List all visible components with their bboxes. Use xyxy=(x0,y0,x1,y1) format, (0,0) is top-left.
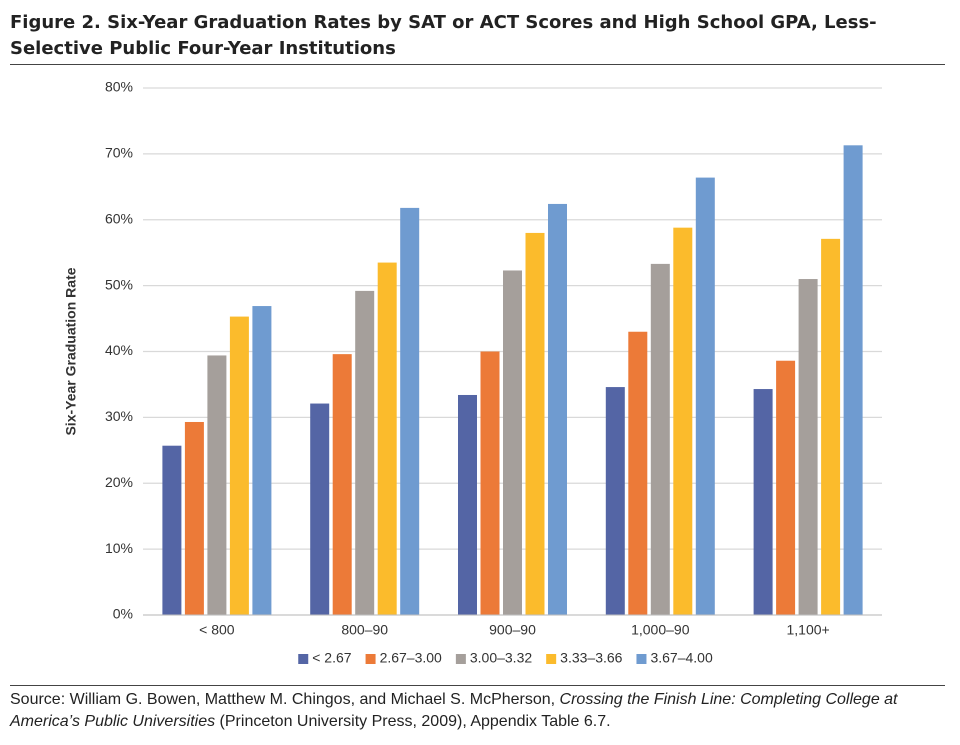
bar xyxy=(229,316,249,615)
y-tick-label: 0% xyxy=(113,606,133,622)
y-tick-label: 60% xyxy=(105,210,133,226)
bar xyxy=(525,232,545,616)
bar xyxy=(252,306,272,615)
legend-swatch xyxy=(455,654,466,664)
bar xyxy=(355,290,375,615)
source-title: Crossing the Finish Line: Completing Col… xyxy=(10,691,898,730)
legend-label: 3.67–4.00 xyxy=(650,650,712,666)
legend-swatch xyxy=(546,654,557,664)
y-tick-label: 10% xyxy=(105,540,133,556)
bar xyxy=(207,355,227,615)
bar xyxy=(753,389,773,615)
x-tick-label: 800–90 xyxy=(341,622,388,638)
rule xyxy=(10,685,945,686)
legend-label: 3.33–3.66 xyxy=(560,650,622,666)
legend-swatch xyxy=(365,654,376,664)
bar xyxy=(628,331,648,615)
legend-label: < 2.67 xyxy=(312,650,352,666)
chart-title: Figure 2. Six-Year Graduation Rates by S… xyxy=(10,12,877,59)
bar xyxy=(332,354,352,615)
bar xyxy=(776,360,796,615)
bar xyxy=(400,207,420,615)
bar xyxy=(548,203,567,615)
y-tick-label: 20% xyxy=(105,474,133,490)
bar xyxy=(162,445,182,615)
x-tick-label: < 800 xyxy=(199,622,235,638)
source-note: Source: William G. Bowen, Matthew M. Chi… xyxy=(10,689,955,733)
x-tick-label: 1,100+ xyxy=(786,622,829,638)
bar xyxy=(503,270,522,615)
source-suffix: (Princeton University Press, 2009), Appe… xyxy=(215,713,611,730)
bar xyxy=(650,263,670,615)
x-tick-label: 1,000–90 xyxy=(631,622,690,638)
bar xyxy=(458,394,477,615)
source-prefix: Source: William G. Bowen, Matthew M. Chi… xyxy=(10,691,560,708)
legend-swatch xyxy=(298,654,309,664)
rule xyxy=(10,64,945,65)
y-axis-label: Six-Year Graduation Rate xyxy=(63,267,79,435)
y-tick-label: 70% xyxy=(105,145,133,161)
y-tick-label: 40% xyxy=(105,342,133,358)
bar xyxy=(605,387,625,615)
bar xyxy=(377,262,397,615)
y-tick-label: 80% xyxy=(105,79,133,95)
y-tick-label: 50% xyxy=(105,276,133,292)
legend-label: 2.67–3.00 xyxy=(380,650,442,666)
legend-label: 3.00–3.32 xyxy=(470,650,532,666)
bar xyxy=(673,227,693,615)
bar xyxy=(798,279,818,615)
x-tick-label: 900–90 xyxy=(489,622,536,638)
legend-swatch xyxy=(636,654,647,664)
bar xyxy=(310,403,330,615)
y-tick-label: 30% xyxy=(105,408,133,424)
bar xyxy=(843,145,863,615)
bar xyxy=(480,351,500,615)
bar xyxy=(821,238,841,615)
bar xyxy=(184,421,204,615)
bar xyxy=(695,177,715,615)
